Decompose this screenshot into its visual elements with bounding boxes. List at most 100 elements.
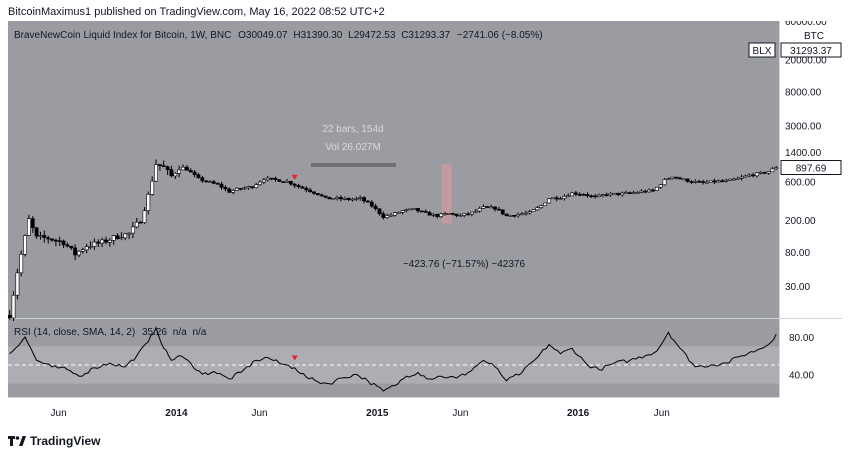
candle	[735, 176, 740, 180]
candle-body	[443, 213, 447, 215]
candle	[223, 185, 228, 192]
candle-body	[134, 221, 139, 228]
candle	[427, 210, 432, 216]
candle-body	[46, 237, 51, 240]
candle	[73, 244, 78, 261]
candle	[111, 235, 116, 245]
chart-area[interactable]: 22 bars, 154d Vol 26.027M −423.76 (−71.5…	[7, 17, 842, 429]
candle-body	[154, 164, 158, 182]
candle-body	[231, 190, 236, 193]
candle-body	[227, 188, 232, 193]
candle-body	[697, 181, 702, 183]
time-tick-label: Jun	[51, 408, 67, 419]
publisher-header: BitcoinMaximus1 published on TradingView…	[8, 6, 385, 18]
footer[interactable]: TradingView	[8, 434, 100, 448]
candle	[373, 203, 378, 211]
candle	[535, 206, 540, 211]
candle-body	[200, 177, 205, 182]
candle-body	[285, 181, 289, 183]
candlestick-series	[7, 159, 779, 321]
candle-body	[362, 197, 367, 202]
candle	[208, 180, 212, 183]
candle-body	[11, 294, 16, 319]
candle	[30, 216, 35, 233]
candle	[96, 239, 101, 247]
candle	[77, 250, 81, 258]
candle	[7, 310, 12, 320]
candle	[92, 238, 97, 250]
candle	[670, 176, 675, 180]
candle-body	[57, 240, 62, 242]
candle	[585, 192, 590, 198]
candle-body	[258, 181, 262, 186]
candle	[554, 195, 559, 202]
candle	[458, 213, 463, 217]
measure-vol-label: Vol 26.027M	[325, 142, 381, 153]
rsi-axis[interactable]: 80.00 40.00	[789, 333, 814, 381]
candle	[265, 175, 270, 182]
candle	[708, 180, 713, 183]
candle-body	[281, 181, 286, 183]
candle-body	[600, 194, 605, 196]
candle-body	[755, 172, 759, 177]
candle	[500, 209, 505, 216]
price-tick-label: 30.00	[785, 282, 810, 293]
candle-body	[462, 213, 467, 216]
candle	[608, 192, 613, 197]
candle-body	[288, 181, 293, 185]
candle-body	[539, 205, 544, 208]
candle	[462, 213, 467, 218]
candle-body	[265, 177, 270, 181]
price-pane-bg	[8, 21, 779, 318]
candle-body	[758, 172, 763, 174]
candle	[712, 178, 717, 185]
candle-body	[450, 213, 455, 215]
candle	[50, 238, 54, 242]
candle-body	[331, 198, 336, 200]
candle-body	[770, 168, 775, 173]
candle-body	[273, 178, 278, 180]
candle	[19, 250, 24, 277]
tradingview-brand: TradingView	[30, 434, 101, 448]
rsi-label: RSI (14, close, SMA, 14, 2)	[14, 327, 135, 338]
candle-body	[115, 235, 120, 239]
candle-body	[500, 209, 505, 215]
legend-o-label: O	[238, 30, 246, 41]
candle	[88, 241, 93, 250]
candle-body	[392, 212, 397, 216]
price-chart-svg[interactable]: 22 bars, 154d Vol 26.027M −423.76 (−71.5…	[7, 17, 842, 429]
candle-body	[593, 195, 598, 198]
candle-body	[651, 189, 655, 192]
price-axis[interactable]: 60000.00 20000.00 8000.00 3000.00 1400.00 600…	[785, 17, 827, 293]
candle	[69, 245, 74, 250]
candle-body	[400, 210, 405, 213]
candle-body	[161, 165, 166, 167]
candle-body	[535, 207, 540, 211]
candle	[654, 186, 659, 192]
rsi-tick-label: 40.00	[789, 370, 814, 381]
candle	[755, 172, 759, 178]
candle	[454, 213, 459, 218]
candle	[327, 196, 332, 200]
time-axis[interactable]: Jun 2014 Jun 2015 Jun 2016 Jun	[51, 408, 670, 419]
legend: BraveNewCoin Liquid Index for Bitcoin, 1…	[14, 30, 543, 41]
candle-body	[547, 198, 551, 204]
candle-body	[61, 240, 66, 246]
candle-body	[604, 194, 609, 196]
candle	[26, 214, 31, 236]
candle	[285, 179, 289, 183]
candle-body	[312, 191, 316, 194]
candle	[747, 173, 752, 178]
candle-body	[138, 221, 143, 224]
candle	[677, 176, 682, 180]
candle	[489, 204, 494, 209]
candle	[774, 166, 779, 170]
candle-body	[92, 241, 97, 247]
candle-body	[554, 197, 559, 200]
candle	[577, 192, 582, 197]
candle-body	[327, 196, 332, 200]
candle-body	[527, 211, 532, 214]
candle	[369, 200, 374, 208]
time-tick-label: Jun	[251, 408, 267, 419]
candle-body	[704, 181, 709, 184]
